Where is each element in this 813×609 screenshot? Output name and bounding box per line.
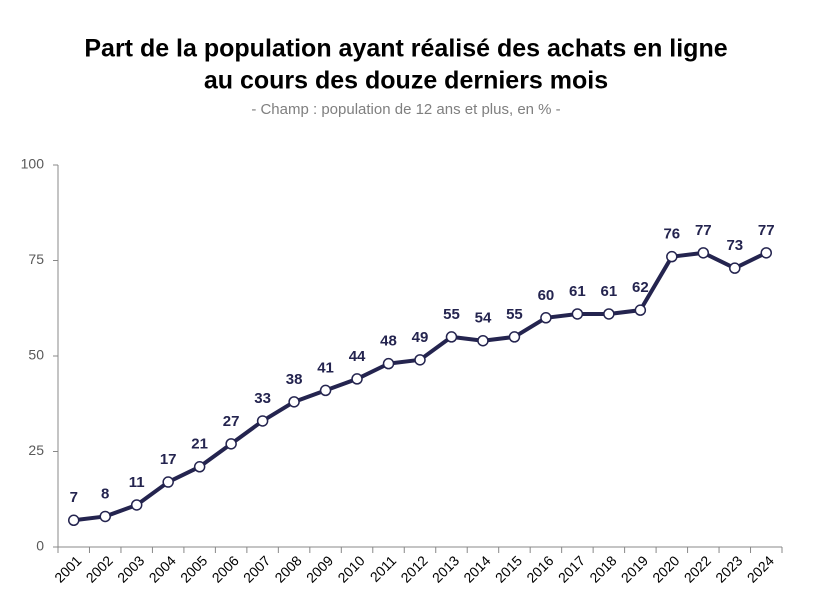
data-label: 48 (380, 333, 397, 350)
x-tick-label: 2016 (523, 552, 556, 585)
data-label: 60 (538, 287, 555, 304)
x-tick-label: 2005 (177, 552, 210, 585)
data-point (130, 499, 143, 511)
data-label: 33 (254, 390, 271, 407)
x-tick-label: 2003 (114, 552, 147, 585)
x-tick-label: 2015 (492, 552, 525, 585)
y-tick-label: 75 (28, 251, 44, 267)
x-tick-label: 2014 (460, 552, 493, 585)
x-tick-label: 2010 (334, 552, 367, 585)
data-label: 73 (726, 237, 743, 254)
data-label: 62 (632, 279, 649, 296)
x-tick-label: 2011 (367, 552, 400, 585)
x-tick-label: 2019 (618, 552, 651, 585)
data-point (193, 461, 206, 473)
chart-title: au cours des douze derniers mois (204, 67, 608, 95)
x-tick-label: 2018 (586, 552, 619, 585)
data-point (256, 415, 269, 427)
data-point (225, 438, 237, 450)
x-tick-label: 2013 (429, 552, 462, 585)
data-point (477, 334, 489, 347)
data-point (634, 304, 647, 316)
x-tick-label: 2017 (555, 552, 588, 585)
data-label: 8 (101, 485, 109, 502)
data-label: 21 (191, 436, 208, 453)
data-point (540, 312, 552, 324)
data-point (67, 514, 80, 527)
x-tick-label: 2002 (83, 552, 116, 585)
x-tick-label: 2023 (712, 552, 745, 585)
data-label: 54 (475, 310, 492, 327)
data-label: 55 (443, 306, 460, 323)
data-label: 55 (506, 306, 523, 323)
data-point (760, 247, 773, 259)
data-point (603, 308, 615, 320)
data-point (666, 250, 678, 263)
y-tick-label: 25 (28, 442, 44, 458)
data-point (571, 308, 584, 320)
x-tick-label: 2009 (303, 552, 336, 585)
data-label: 44 (349, 348, 366, 365)
x-tick-label: 2022 (681, 552, 714, 585)
data-label: 77 (758, 222, 775, 239)
data-point (162, 476, 174, 488)
x-tick-label: 2004 (146, 552, 179, 585)
data-label: 76 (663, 226, 680, 243)
data-label: 17 (160, 451, 177, 468)
data-point (99, 510, 111, 523)
data-label: 61 (601, 283, 618, 300)
y-tick-label: 50 (28, 347, 44, 363)
x-tick-label: 2020 (649, 552, 682, 585)
data-point (288, 396, 300, 408)
data-point (382, 357, 395, 370)
y-tick-label: 0 (36, 538, 44, 554)
data-label: 61 (569, 283, 586, 300)
x-tick-label: 2006 (209, 552, 242, 585)
data-point (351, 373, 363, 385)
data-label: 77 (695, 222, 712, 239)
data-label: 27 (223, 413, 240, 430)
data-point (414, 354, 426, 366)
x-tick-label: 2001 (51, 552, 84, 585)
chart-title: Part de la population ayant réalisé des … (84, 35, 727, 63)
y-tick-label: 100 (21, 156, 45, 172)
x-tick-label: 2007 (240, 552, 273, 585)
data-point (508, 331, 521, 343)
data-label: 49 (412, 329, 429, 346)
x-tick-label: 2012 (397, 552, 430, 585)
x-tick-label: 2024 (744, 552, 777, 585)
data-line (73, 250, 768, 523)
chart-subtitle: - Champ : population de 12 ans et plus, … (251, 101, 560, 118)
data-label: 11 (129, 474, 145, 491)
data-label: 7 (70, 489, 78, 506)
data-point (697, 247, 710, 259)
data-label: 38 (286, 371, 303, 388)
data-point (319, 384, 332, 397)
data-label: 41 (317, 359, 334, 376)
data-point (729, 262, 741, 274)
data-point (445, 331, 458, 343)
x-tick-label: 2008 (271, 552, 304, 585)
